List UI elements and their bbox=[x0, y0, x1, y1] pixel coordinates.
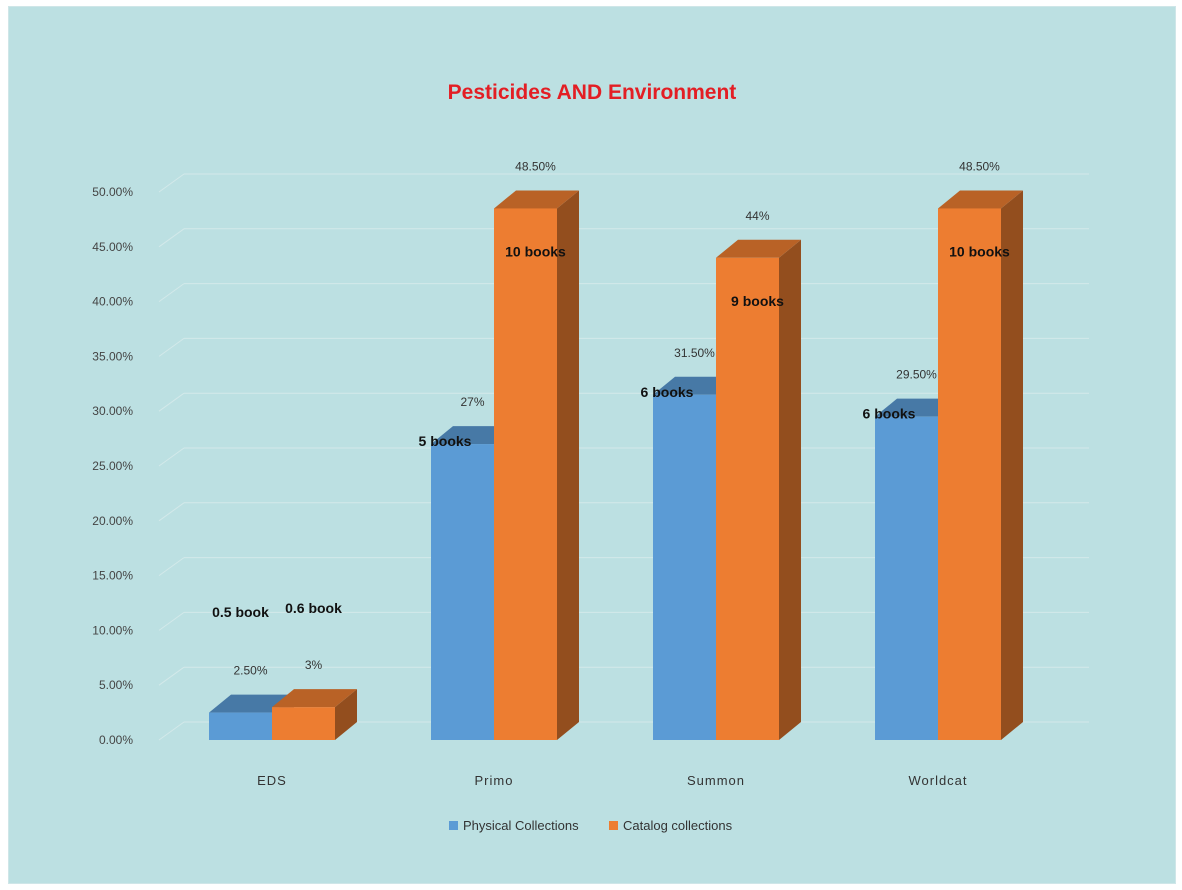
x-category-label: Primo bbox=[475, 773, 514, 788]
value-label: 3% bbox=[305, 658, 323, 672]
bar-side-face bbox=[557, 190, 579, 740]
y-tick-label: 10.00% bbox=[92, 623, 133, 637]
x-category-label: Worldcat bbox=[908, 773, 967, 788]
chart-frame: Pesticides AND Environment 0.00% 5.00% 10.… bbox=[8, 6, 1176, 884]
bar-front-face bbox=[716, 257, 779, 740]
bar-summon-catalog bbox=[716, 239, 801, 740]
chart-title: Pesticides AND Environment bbox=[448, 81, 737, 104]
legend-swatch bbox=[449, 821, 458, 830]
x-category-label: EDS bbox=[257, 773, 287, 788]
value-label: 44% bbox=[745, 209, 769, 223]
grid-line-depth bbox=[158, 173, 185, 193]
legend-item: Catalog collections bbox=[609, 818, 733, 833]
value-label: 29.50% bbox=[896, 368, 937, 382]
grid-line-depth bbox=[158, 337, 185, 357]
value-label: 27% bbox=[460, 395, 484, 409]
legend: Physical Collections Catalog collections bbox=[449, 818, 733, 833]
bar-front-face bbox=[875, 416, 938, 740]
y-tick-label: 50.00% bbox=[92, 185, 133, 199]
bar-side-face bbox=[779, 239, 801, 740]
bar-front-face bbox=[653, 394, 716, 740]
grid-line-depth bbox=[158, 228, 185, 248]
value-label: 48.50% bbox=[515, 159, 556, 173]
book-count-label: 6 books bbox=[863, 406, 916, 422]
grid-line-depth bbox=[158, 666, 185, 686]
bar-front-face bbox=[209, 712, 272, 740]
y-tick-label: 35.00% bbox=[92, 349, 133, 363]
legend-label: Catalog collections bbox=[623, 818, 733, 833]
y-tick-label: 30.00% bbox=[92, 404, 133, 418]
y-tick-label: 5.00% bbox=[99, 678, 133, 692]
bar-worldcat-catalog bbox=[938, 190, 1023, 740]
y-tick-label: 15.00% bbox=[92, 569, 133, 583]
y-axis-ticks: 0.00% 5.00% 10.00% 15.00% 20.00% 25.00% 30.00%… bbox=[92, 185, 133, 747]
y-tick-label: 40.00% bbox=[92, 295, 133, 309]
bar-front-face bbox=[494, 208, 557, 740]
bar-top-face bbox=[716, 239, 801, 258]
legend-label: Physical Collections bbox=[463, 818, 579, 833]
bar-top-face bbox=[272, 689, 357, 708]
legend-item: Physical Collections bbox=[449, 818, 579, 833]
x-axis-categories: EDS Primo Summon Worldcat bbox=[257, 773, 967, 788]
book-count-label: 9 books bbox=[731, 293, 784, 309]
grid-line-depth bbox=[158, 283, 185, 303]
bar-side-face bbox=[335, 689, 357, 740]
grid-line-depth bbox=[158, 721, 185, 741]
grid-line-depth bbox=[158, 392, 185, 412]
grid-line-depth bbox=[158, 611, 185, 631]
bar-top-face bbox=[494, 190, 579, 209]
legend-swatch bbox=[609, 821, 618, 830]
data-labels: 2.50% 0.5 book 3% 0.6 book 27% 5 books 48.50% 1… bbox=[212, 159, 1010, 677]
value-label: 2.50% bbox=[233, 664, 267, 678]
y-tick-label: 25.00% bbox=[92, 459, 133, 473]
book-count-label: 6 books bbox=[641, 384, 694, 400]
grid-line-depth bbox=[158, 502, 185, 522]
book-count-label: 5 books bbox=[419, 433, 472, 449]
grid-line-depth bbox=[158, 447, 185, 467]
value-label: 31.50% bbox=[674, 346, 715, 360]
bar-front-face bbox=[431, 444, 494, 740]
value-label: 48.50% bbox=[959, 159, 1000, 173]
bar-chart: Pesticides AND Environment 0.00% 5.00% 10.… bbox=[92, 81, 1089, 833]
bar-eds-catalog bbox=[272, 689, 357, 740]
book-count-label: 10 books bbox=[949, 243, 1010, 259]
grid-line-depth bbox=[158, 557, 185, 577]
bar-top-face bbox=[938, 190, 1023, 209]
y-tick-label: 45.00% bbox=[92, 240, 133, 254]
bar-side-face bbox=[1001, 190, 1023, 740]
y-tick-label: 0.00% bbox=[99, 733, 133, 747]
book-count-label: 0.6 book bbox=[285, 600, 342, 616]
x-category-label: Summon bbox=[687, 773, 745, 788]
book-count-label: 0.5 book bbox=[212, 604, 269, 620]
bar-front-face bbox=[938, 208, 1001, 740]
bars bbox=[209, 190, 1023, 740]
bar-front-face bbox=[272, 707, 335, 740]
book-count-label: 10 books bbox=[505, 243, 566, 259]
y-tick-label: 20.00% bbox=[92, 514, 133, 528]
bar-primo-catalog bbox=[494, 190, 579, 740]
